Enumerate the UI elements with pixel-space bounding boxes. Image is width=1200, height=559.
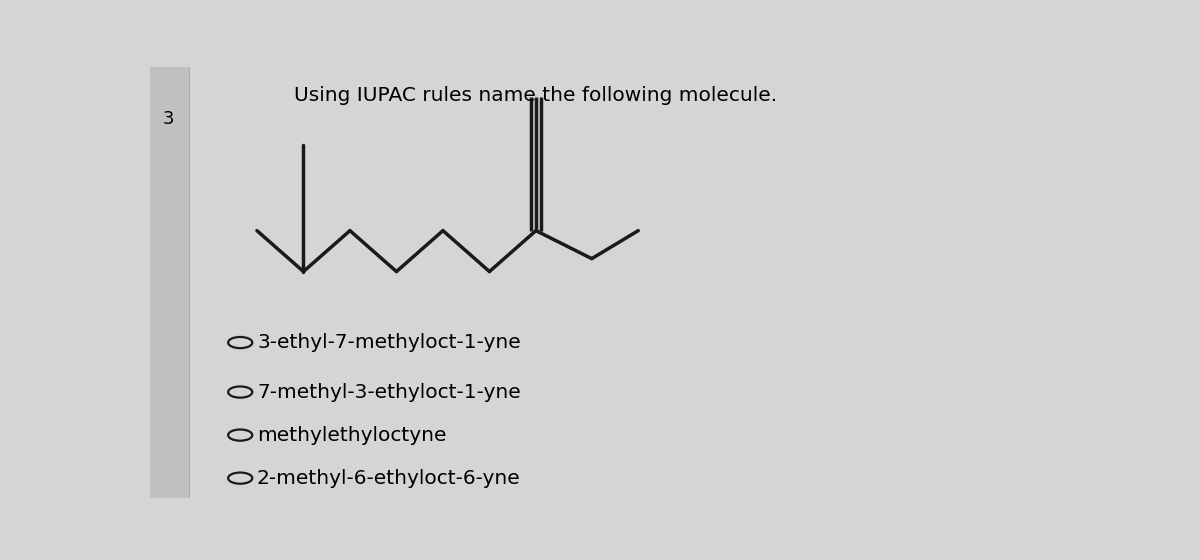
Text: Using IUPAC rules name the following molecule.: Using IUPAC rules name the following mol… [294, 87, 778, 106]
Text: methylethyloctyne: methylethyloctyne [257, 425, 446, 444]
Bar [150, 67, 190, 498]
Text: 3: 3 [163, 110, 174, 128]
Text: 3-ethyl-7-methyloct-1-yne: 3-ethyl-7-methyloct-1-yne [257, 333, 521, 352]
Text: 2-methyl-6-ethyloct-6-yne: 2-methyl-6-ethyloct-6-yne [257, 468, 521, 487]
Text: 7-methyl-3-ethyloct-1-yne: 7-methyl-3-ethyloct-1-yne [257, 382, 521, 401]
